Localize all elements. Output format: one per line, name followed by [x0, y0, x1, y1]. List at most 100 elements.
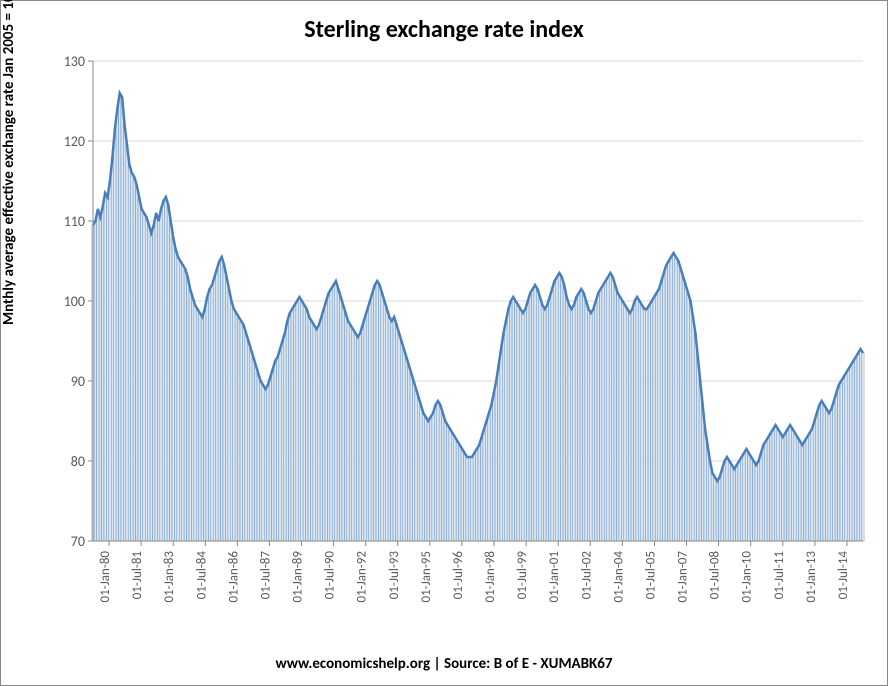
data-bar [767, 437, 769, 541]
data-bar [796, 437, 798, 541]
x-tick-label: 01-Jan-86 [226, 551, 241, 603]
data-bar [281, 341, 283, 541]
data-bar [140, 209, 142, 541]
x-tick-label: 01-Jan-92 [355, 551, 370, 603]
data-bar [845, 373, 847, 541]
data-bar [347, 321, 349, 541]
data-bar [138, 197, 140, 541]
data-bar [512, 297, 514, 541]
data-bar [801, 445, 803, 541]
data-bar [546, 305, 548, 541]
data-bar [706, 445, 708, 541]
data-bar [94, 221, 96, 541]
data-bar [495, 381, 497, 541]
data-bar [148, 225, 150, 541]
data-bar [631, 309, 633, 541]
data-bar [422, 413, 424, 541]
data-bar [209, 289, 211, 541]
data-bar [823, 405, 825, 541]
data-bar [813, 421, 815, 541]
data-bar [855, 357, 857, 541]
data-bar [340, 297, 342, 541]
data-bar [226, 277, 228, 541]
data-bar [634, 301, 636, 541]
data-bar [386, 309, 388, 541]
y-tick-label: 80 [71, 453, 85, 470]
data-bar [243, 325, 245, 541]
data-bar [398, 333, 400, 541]
data-bar [123, 125, 125, 541]
data-bar [211, 285, 213, 541]
data-bar [522, 313, 524, 541]
data-bar [291, 309, 293, 541]
data-bar [102, 207, 104, 541]
data-bar [184, 269, 186, 541]
data-bar [726, 457, 728, 541]
x-tick-label: 01-Jan-89 [291, 551, 306, 603]
data-bar [762, 445, 764, 541]
data-bar [405, 357, 407, 541]
data-bar [245, 333, 247, 541]
data-bar [507, 309, 509, 541]
data-bar [774, 425, 776, 541]
data-bar [714, 477, 716, 541]
data-bar [816, 413, 818, 541]
data-bar [799, 441, 801, 541]
data-bar [430, 417, 432, 541]
data-bar [689, 301, 691, 541]
data-bar [136, 185, 138, 541]
data-bar [568, 305, 570, 541]
data-bar [787, 429, 789, 541]
data-bar [777, 429, 779, 541]
data-bar [583, 293, 585, 541]
data-bar [439, 405, 441, 541]
data-bar [250, 349, 252, 541]
data-bar [383, 301, 385, 541]
data-bar [413, 381, 415, 541]
data-bar [828, 413, 830, 541]
y-tick-label: 110 [64, 213, 85, 230]
data-bar [191, 297, 193, 541]
data-bar [685, 285, 687, 541]
data-bar [859, 349, 861, 541]
data-bar [757, 461, 759, 541]
data-bar [364, 317, 366, 541]
data-bar [677, 261, 679, 541]
data-bar [165, 197, 167, 541]
y-tick-label: 120 [64, 133, 85, 150]
data-bar [612, 277, 614, 541]
x-tick-label: 01-Jul-02 [579, 551, 594, 600]
y-tick-label: 100 [64, 293, 85, 310]
data-bar [835, 393, 837, 541]
data-bar [619, 297, 621, 541]
data-bar [595, 301, 597, 541]
data-bar [651, 301, 653, 541]
data-bar [753, 461, 755, 541]
data-bar [466, 457, 468, 541]
data-bar [719, 477, 721, 541]
data-bar [561, 277, 563, 541]
data-bar [830, 409, 832, 541]
data-bar [106, 197, 108, 541]
data-bar [541, 305, 543, 541]
x-tick-label: 01-Jan-04 [611, 551, 626, 603]
data-bar [298, 297, 300, 541]
data-bar [578, 293, 580, 541]
data-bar [483, 429, 485, 541]
data-bar [196, 309, 198, 541]
data-bar [852, 361, 854, 541]
data-bar [272, 369, 274, 541]
data-bar [267, 385, 269, 541]
data-bar [461, 449, 463, 541]
data-bar [697, 357, 699, 541]
data-bar [532, 289, 534, 541]
data-bar [709, 461, 711, 541]
data-bar [692, 317, 694, 541]
data-bar [204, 309, 206, 541]
data-bar [850, 365, 852, 541]
data-bar [454, 437, 456, 541]
data-bar [624, 305, 626, 541]
data-bar [614, 285, 616, 541]
data-bar [736, 465, 738, 541]
data-bar [663, 273, 665, 541]
